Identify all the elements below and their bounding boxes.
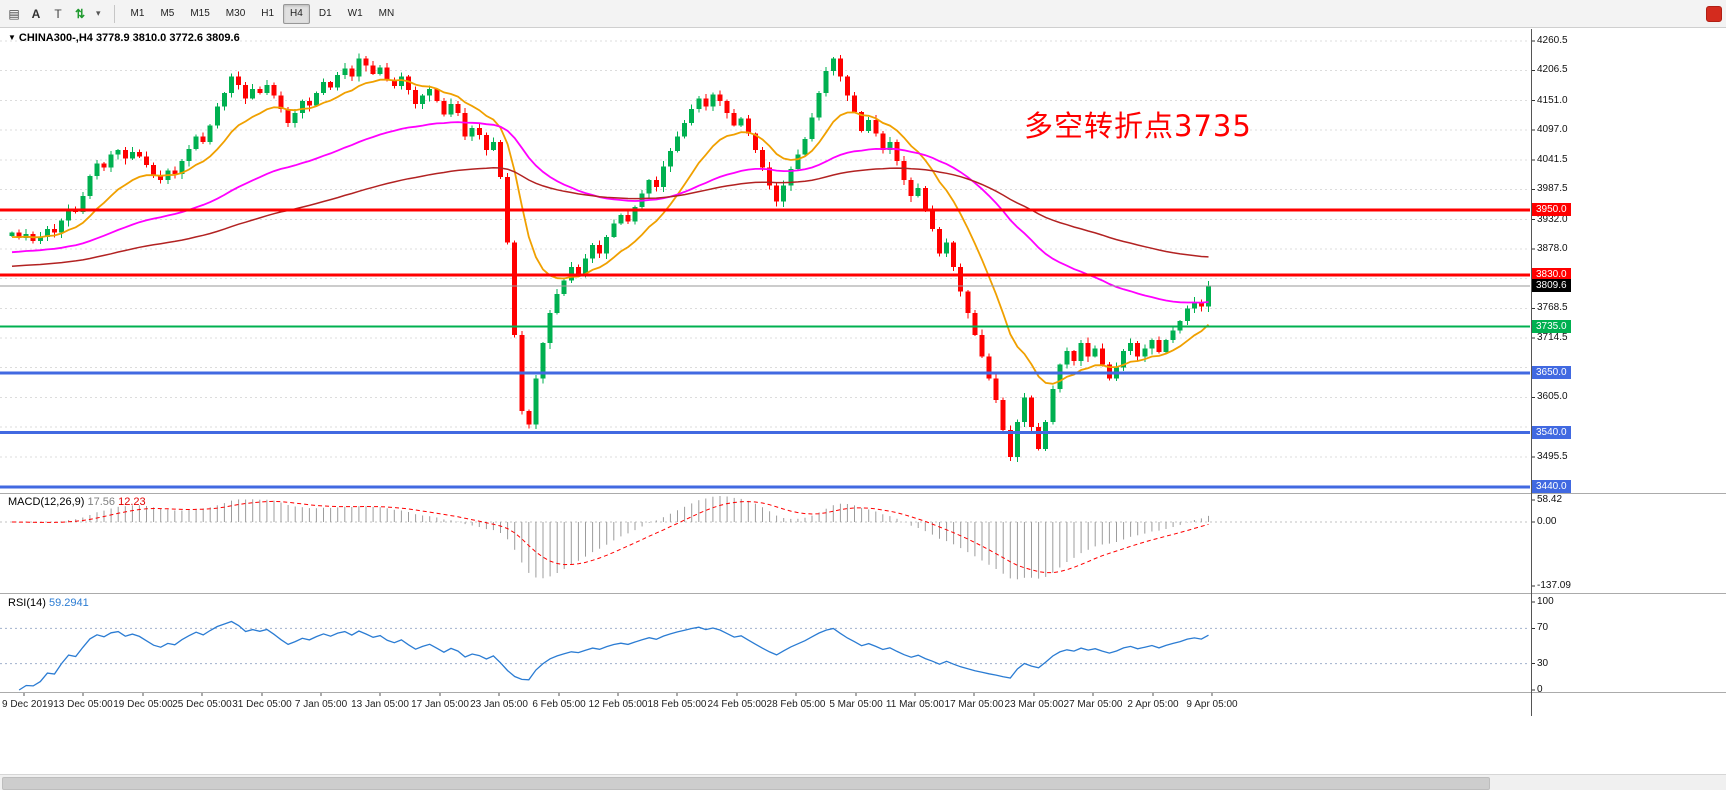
macd-axis-label: 58.42 (1537, 494, 1563, 505)
time-axis-label: 31 Dec 05:00 (232, 699, 292, 710)
timeframe-m15[interactable]: M15 (183, 4, 216, 24)
time-axis-border (0, 692, 1726, 693)
dropdown-caret-icon[interactable]: ▾ (92, 3, 105, 25)
macd-axis-label: 0.00 (1537, 516, 1557, 527)
drawing-tools-group: ▤ A T ⇅ ▾ (4, 3, 105, 25)
time-axis-label: 2 Apr 05:00 (1127, 699, 1179, 710)
panel-splitter-rsi[interactable] (0, 593, 1726, 594)
macd-layer (0, 496, 1530, 580)
time-axis-label: 23 Mar 05:00 (1004, 699, 1064, 710)
rsi-value: 59.2941 (48, 597, 89, 609)
time-axis-label: 6 Feb 05:00 (532, 699, 586, 710)
price-axis-label: 3605.0 (1537, 391, 1568, 403)
time-axis-label: 11 Mar 05:00 (885, 699, 945, 710)
timeframe-h4[interactable]: H4 (283, 3, 310, 24)
arrows-tool-icon[interactable]: ⇅ (70, 3, 90, 25)
price-axis-border (1531, 29, 1532, 716)
macd-signal-value: 12.23 (118, 496, 146, 508)
price-axis-label: 3768.5 (1537, 302, 1568, 314)
timeframe-h1[interactable]: H1 (254, 4, 281, 24)
macd-axis-label: -137.09 (1537, 580, 1571, 591)
rsi-axis-label: 30 (1537, 657, 1549, 669)
rsi-name: RSI(14) (8, 597, 46, 609)
rsi-axis-label: 100 (1537, 596, 1554, 607)
panel-splitter-macd[interactable] (0, 493, 1726, 494)
price-axis-label: 3714.5 (1537, 331, 1568, 343)
time-axis-label: 9 Dec 2019 (2, 699, 54, 710)
timeframe-m1[interactable]: M1 (124, 4, 152, 24)
rsi-axis-label: 0 (1537, 684, 1543, 695)
price-axis-label: 4041.5 (1537, 154, 1568, 165)
rsi-axis-label: 70 (1537, 622, 1549, 634)
price-badge: 3830.0 (1532, 268, 1571, 281)
macd-indicator-label: MACD(12,26,9) 17.56 12.23 (8, 496, 146, 508)
macd-main-value: 17.56 (87, 496, 116, 508)
grid-icon[interactable]: ▤ (4, 3, 24, 25)
timeframe-w1[interactable]: W1 (341, 4, 370, 24)
price-axis-label: 4097.0 (1537, 123, 1568, 135)
time-axis-label: 28 Feb 05:00 (766, 699, 826, 710)
symbol-ohlc-text: CHINA300-,H4 3778.9 3810.0 3772.6 3809.6 (18, 32, 240, 44)
time-axis-label: 18 Feb 05:00 (647, 699, 707, 710)
chevron-down-icon[interactable]: ▼ (8, 33, 16, 42)
price-badge: 3809.6 (1532, 279, 1571, 293)
price-axis-label: 4206.5 (1537, 64, 1568, 76)
time-axis-label: 17 Mar 05:00 (944, 699, 1004, 710)
rsi-layer (0, 620, 1530, 691)
time-axis-label: 23 Jan 05:00 (470, 699, 528, 710)
toolbar-right-group (1706, 5, 1722, 22)
toolbar: ▤ A T ⇅ ▾ M1 M5 M15 M30 H1 H4 D1 W1 MN (0, 0, 1726, 28)
rsi-indicator-label: RSI(14) 59.2941 (8, 597, 89, 609)
price-badge: 3650.0 (1532, 365, 1571, 379)
timeframe-m5[interactable]: M5 (153, 4, 181, 24)
time-axis-label: 12 Feb 05:00 (588, 699, 648, 710)
time-axis-label: 25 Dec 05:00 (172, 699, 232, 710)
time-axis-label: 13 Dec 05:00 (53, 699, 113, 710)
macd-name: MACD(12,26,9) (8, 496, 85, 508)
axis-ticks-layer (23, 40, 1535, 696)
timeframe-group: M1 M5 M15 M30 H1 H4 D1 W1 MN (124, 3, 402, 24)
time-axis-label: 9 Apr 05:00 (1186, 699, 1238, 710)
price-axis-label: 3987.5 (1537, 183, 1568, 195)
time-axis-label: 19 Dec 05:00 (113, 699, 173, 710)
time-axis-label: 7 Jan 05:00 (294, 699, 348, 710)
price-axis-label: 3932.0 (1537, 213, 1568, 225)
cursor-tool-icon[interactable]: A (26, 3, 46, 25)
price-axis-label: 3495.5 (1537, 450, 1568, 462)
mql-logo-icon[interactable] (1706, 5, 1722, 22)
time-axis-label: 13 Jan 05:00 (351, 699, 409, 710)
time-axis-label: 24 Feb 05:00 (707, 699, 767, 710)
price-axis-label: 4151.0 (1537, 94, 1568, 106)
timeframe-mn[interactable]: MN (372, 4, 402, 24)
levels-layer (0, 208, 1530, 489)
time-axis-label: 5 Mar 05:00 (829, 699, 883, 710)
timeframe-m30[interactable]: M30 (219, 4, 252, 24)
horizontal-scrollbar[interactable] (0, 774, 1726, 790)
text-tool-icon[interactable]: T (48, 3, 68, 25)
chart-annotation: 多空转折点3735 (1024, 109, 1252, 143)
price-badge: 3950.0 (1532, 202, 1571, 216)
price-badge: 3440.0 (1532, 480, 1571, 493)
time-axis-label: 17 Jan 05:00 (411, 699, 469, 710)
symbol-ohlc-header: ▼ CHINA300-,H4 3778.9 3810.0 3772.6 3809.… (8, 32, 240, 44)
timeframe-d1[interactable]: D1 (312, 4, 339, 24)
price-axis-label: 4260.5 (1537, 35, 1568, 46)
price-badge: 3735.0 (1532, 319, 1571, 333)
price-axis-label: 3878.0 (1537, 242, 1568, 254)
time-axis-label: 27 Mar 05:00 (1063, 699, 1123, 710)
scrollbar-thumb[interactable] (2, 777, 1490, 790)
toolbar-separator (113, 4, 115, 23)
grid-layer (0, 40, 1530, 488)
price-badge: 3540.0 (1532, 425, 1571, 439)
